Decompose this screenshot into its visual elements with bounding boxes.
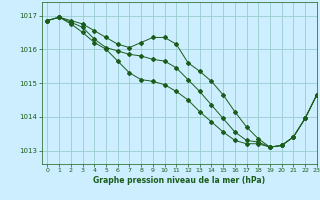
X-axis label: Graphe pression niveau de la mer (hPa): Graphe pression niveau de la mer (hPa) [93, 176, 265, 185]
